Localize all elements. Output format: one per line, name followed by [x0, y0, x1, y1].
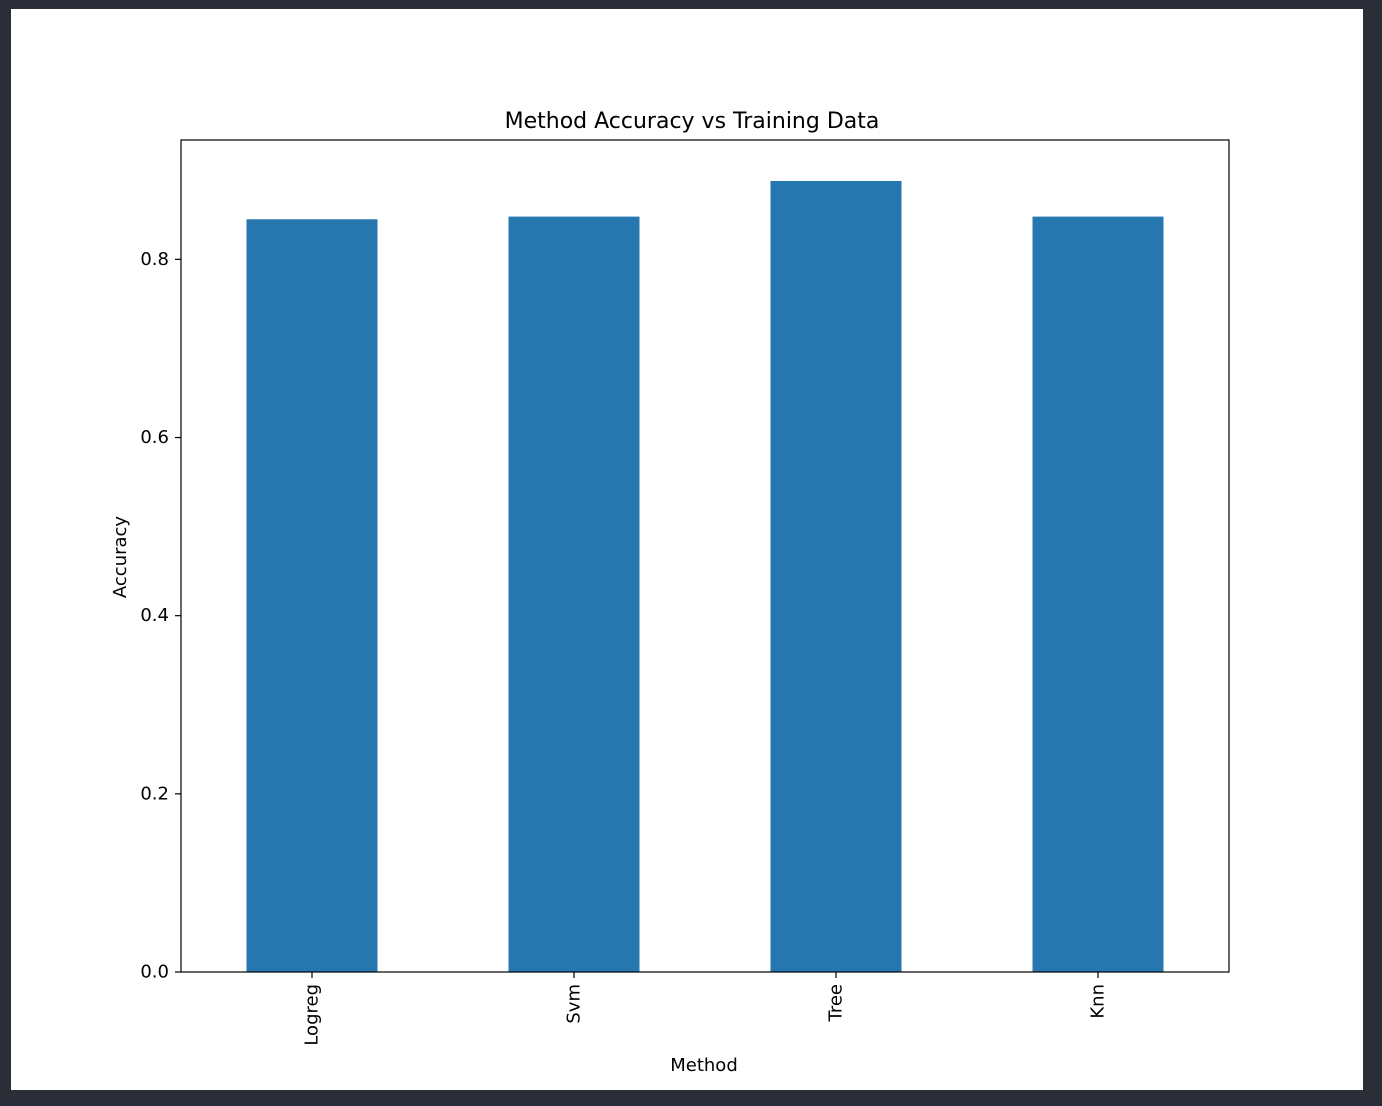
x-axis-ticks: Logreg Svm Tree Knn [302, 972, 1109, 1046]
chart-title: Method Accuracy vs Training Data [505, 109, 880, 134]
bar-svm [508, 216, 640, 972]
y-axis-label: Accuracy [110, 516, 131, 599]
bar-chart: Method Accuracy vs Training Data 0.00.20… [110, 109, 1230, 1076]
x-tick-label-knn: Knn [1088, 984, 1109, 1019]
x-tick-label-tree: Tree [826, 984, 847, 1023]
bar-logreg [246, 219, 378, 972]
bar-tree [770, 180, 902, 972]
figure-canvas: Method Accuracy vs Training Data 0.0 0.2 0… [11, 9, 1363, 1090]
y-tick-label: 0.6 [140, 427, 169, 448]
x-axis-label: Method [670, 1055, 738, 1076]
y-tick-label: 0.8 [140, 249, 169, 270]
x-tick-label-logreg: Logreg [302, 984, 323, 1046]
bars-group [246, 180, 1164, 972]
y-tick-label: 0.2 [140, 783, 169, 804]
bar-knn [1032, 216, 1164, 972]
y-tick-label: 0.4 [140, 605, 169, 626]
plot-area-frame [180, 139, 1230, 973]
y-tick-label: 0.0 [140, 962, 169, 983]
y-axis-ticks: 0.0 0.2 0.4 0.6 0.8 [140, 249, 181, 983]
x-tick-label-svm: Svm [564, 984, 585, 1024]
